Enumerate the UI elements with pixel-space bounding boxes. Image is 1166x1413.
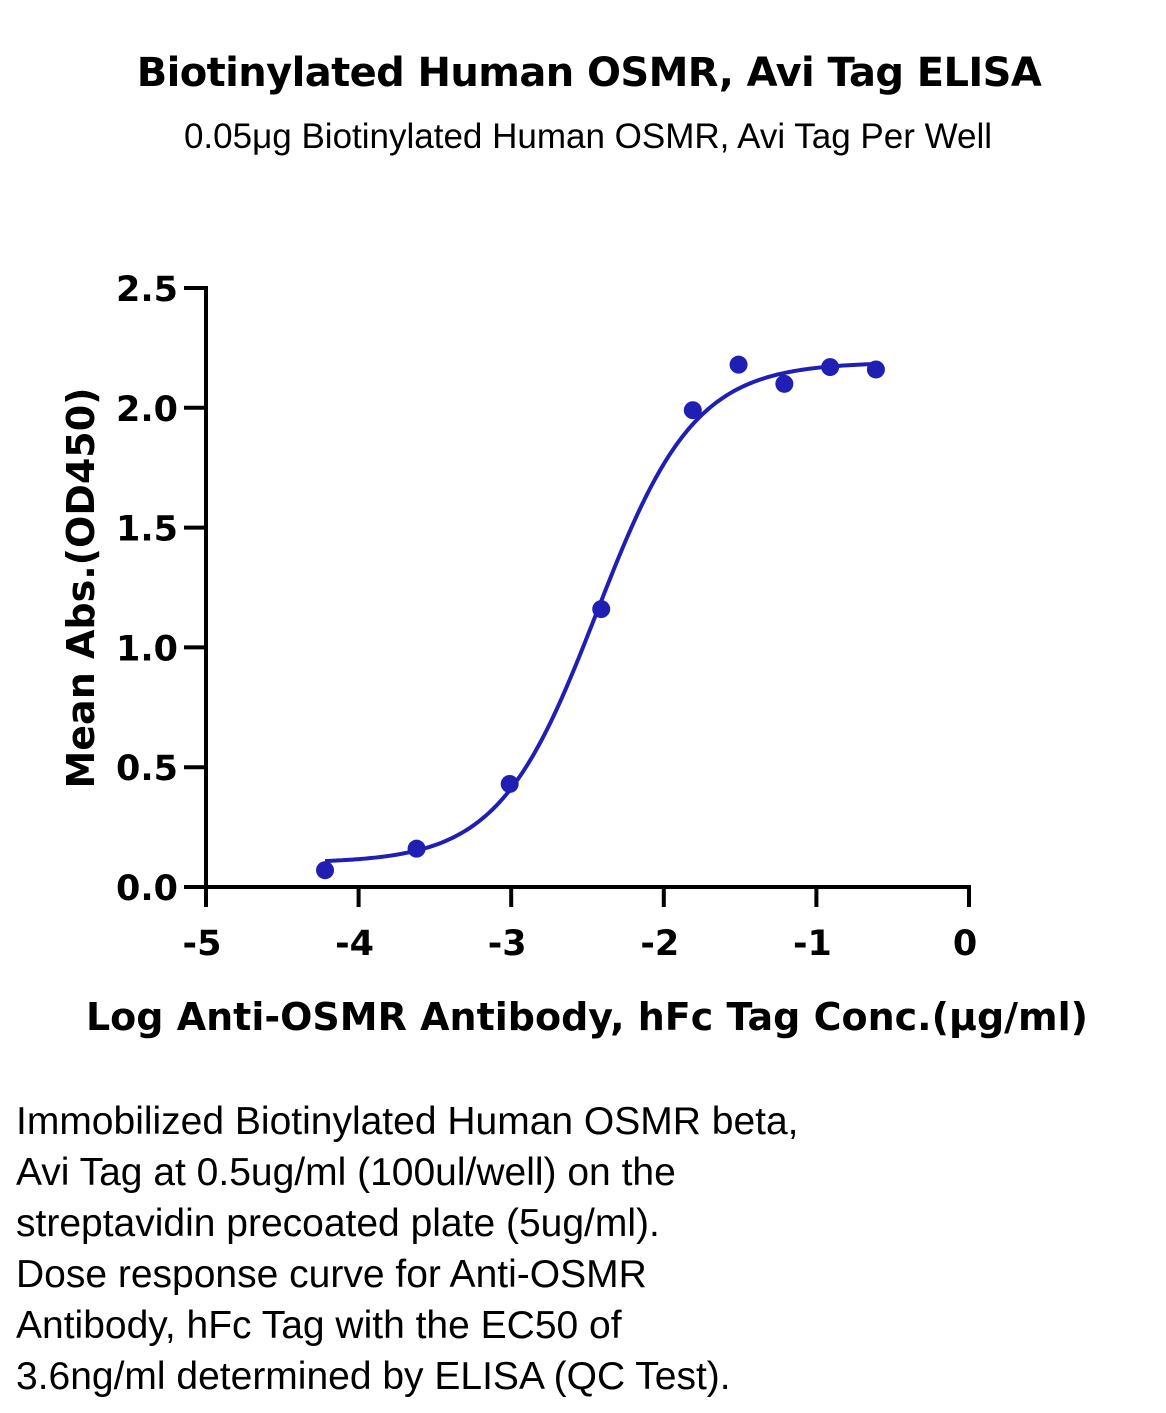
elisa-chart: 0.0 0.5 1.0 1.5 2.0 2.5 -5 -4 -3 -2 -1 0 Mean Abs.(… xyxy=(59,270,1088,1039)
caption-line: Immobilized Biotinylated Human OSMR beta… xyxy=(16,1100,799,1143)
data-point xyxy=(316,861,335,880)
caption-line: Avi Tag at 0.5ug/ml (100ul/well) on the xyxy=(16,1151,676,1194)
data-point xyxy=(407,839,426,858)
data-point xyxy=(775,374,794,393)
caption-line: Dose response curve for Anti-OSMR xyxy=(16,1253,647,1296)
y-tick-label: 1.5 xyxy=(116,510,178,550)
data-point xyxy=(683,401,702,420)
chart-title: Biotinylated Human OSMR, Avi Tag ELISA xyxy=(136,50,1042,96)
data-point xyxy=(866,360,885,379)
y-axis-label: Mean Abs.(OD450) xyxy=(59,387,103,788)
y-tick-label: 1.0 xyxy=(116,629,178,669)
x-tick-label: -1 xyxy=(793,924,832,964)
x-tick-label: 0 xyxy=(953,924,977,964)
caption-line: streptavidin precoated plate (5ug/ml). xyxy=(16,1202,660,1245)
data-point xyxy=(592,600,611,619)
y-tick-label: 2.0 xyxy=(116,390,178,430)
x-tick-label: -2 xyxy=(640,924,679,964)
data-points xyxy=(316,355,885,880)
x-tick-label: -5 xyxy=(183,924,222,964)
caption-line: Antibody, hFc Tag with the EC50 of xyxy=(16,1304,622,1347)
x-tick-label: -4 xyxy=(335,924,374,964)
y-tick-label: 0.0 xyxy=(116,869,178,909)
y-tick-label: 0.5 xyxy=(116,749,178,789)
chart-subtitle: 0.05μg Biotinylated Human OSMR, Avi Tag … xyxy=(183,117,993,156)
y-tick-label: 2.5 xyxy=(116,270,178,310)
chart-axes: 0.0 0.5 1.0 1.5 2.0 2.5 -5 -4 -3 -2 -1 0 xyxy=(116,270,977,964)
caption-line: 3.6ng/ml determined by ELISA (QC Test). xyxy=(16,1355,731,1398)
data-point xyxy=(821,358,840,377)
x-tick-label: -3 xyxy=(488,924,527,964)
figure-caption: Immobilized Biotinylated Human OSMR beta… xyxy=(16,1096,1146,1402)
data-point xyxy=(500,774,519,793)
data-point xyxy=(729,355,748,374)
x-axis-label: Log Anti-OSMR Antibody, hFc Tag Conc.(μg… xyxy=(86,995,1088,1039)
